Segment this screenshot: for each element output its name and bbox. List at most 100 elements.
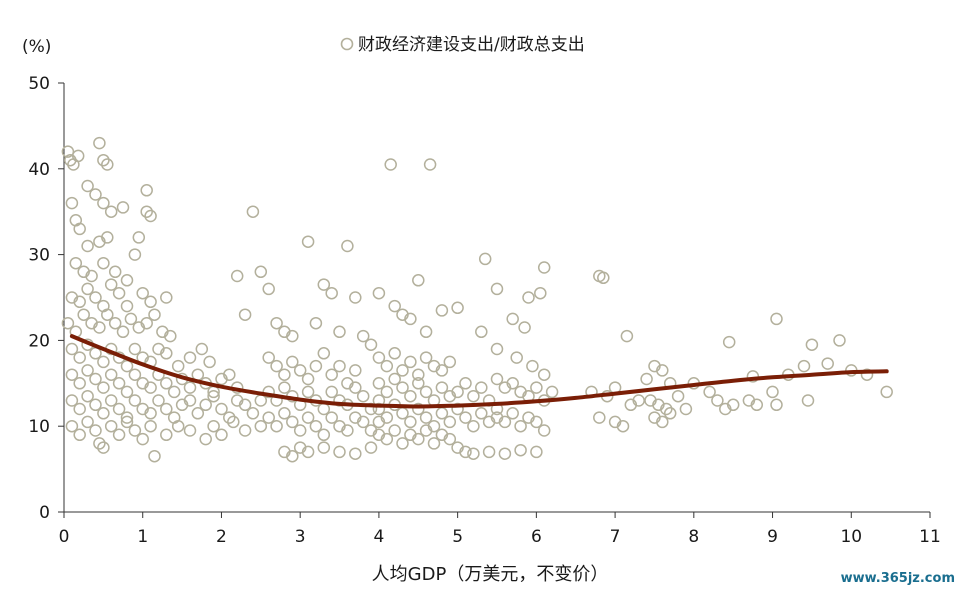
x-tick-label: 11 bbox=[919, 527, 941, 547]
data-point bbox=[805, 338, 819, 351]
data-point bbox=[797, 359, 811, 373]
data-point bbox=[364, 338, 378, 351]
data-point bbox=[490, 282, 504, 296]
data-point bbox=[309, 316, 323, 330]
data-point bbox=[215, 428, 228, 442]
data-point bbox=[750, 398, 764, 412]
data-point bbox=[384, 158, 397, 171]
data-point bbox=[116, 201, 130, 214]
y-unit-label: (%) bbox=[22, 37, 51, 57]
data-point bbox=[227, 415, 240, 429]
x-tick-label: 0 bbox=[59, 527, 70, 547]
data-point bbox=[128, 342, 142, 356]
data-point bbox=[770, 398, 783, 412]
data-point bbox=[97, 441, 110, 454]
data-point bbox=[372, 286, 386, 300]
data-point bbox=[128, 368, 142, 381]
data-point bbox=[93, 136, 106, 150]
data-point bbox=[120, 385, 134, 399]
data-point bbox=[112, 428, 126, 442]
data-point bbox=[262, 351, 275, 364]
data-point bbox=[333, 445, 346, 459]
data-point bbox=[152, 394, 165, 407]
data-point bbox=[746, 370, 760, 383]
data-point bbox=[301, 385, 315, 399]
data-point bbox=[443, 415, 457, 429]
x-tick-label: 10 bbox=[840, 527, 862, 547]
data-point bbox=[112, 286, 126, 300]
data-point bbox=[498, 415, 512, 429]
data-point bbox=[112, 377, 126, 390]
data-point bbox=[81, 364, 94, 377]
data-point bbox=[478, 252, 492, 266]
data-point bbox=[722, 335, 736, 349]
data-point bbox=[73, 295, 86, 309]
data-point bbox=[207, 419, 220, 433]
data-point bbox=[404, 312, 417, 326]
data-point bbox=[325, 286, 338, 300]
data-point bbox=[293, 364, 307, 377]
data-point bbox=[293, 424, 307, 437]
data-point bbox=[726, 398, 740, 412]
data-point bbox=[73, 428, 86, 442]
data-point bbox=[144, 407, 157, 420]
data-point bbox=[120, 299, 134, 313]
data-point bbox=[97, 355, 110, 369]
data-point bbox=[73, 377, 86, 390]
data-point bbox=[467, 447, 480, 460]
data-point bbox=[160, 347, 173, 360]
data-point bbox=[419, 385, 433, 399]
data-point bbox=[183, 424, 197, 437]
data-point bbox=[364, 441, 378, 454]
data-point bbox=[203, 355, 216, 369]
data-point bbox=[526, 359, 539, 373]
x-tick-label: 2 bbox=[216, 527, 227, 547]
data-point bbox=[104, 278, 118, 291]
x-tick-label: 4 bbox=[373, 527, 384, 547]
data-point bbox=[120, 415, 134, 429]
data-point bbox=[108, 316, 122, 330]
data-point bbox=[207, 389, 220, 403]
data-point bbox=[656, 364, 669, 377]
y-tick-label: 10 bbox=[28, 417, 50, 437]
data-point bbox=[65, 419, 79, 433]
data-point bbox=[77, 308, 90, 321]
data-point bbox=[530, 415, 543, 429]
data-point bbox=[195, 342, 209, 356]
scatter-points bbox=[61, 136, 893, 463]
data-point bbox=[160, 428, 173, 442]
data-point bbox=[372, 351, 386, 364]
data-point bbox=[246, 205, 260, 218]
data-point bbox=[301, 445, 315, 459]
data-point bbox=[101, 231, 114, 244]
data-point bbox=[325, 411, 338, 424]
data-point bbox=[104, 205, 118, 218]
data-point bbox=[148, 449, 161, 463]
y-tick-label: 50 bbox=[28, 74, 50, 94]
data-point bbox=[656, 415, 669, 429]
data-point bbox=[412, 368, 425, 381]
data-point bbox=[167, 385, 181, 399]
data-point bbox=[419, 351, 433, 364]
data-point bbox=[286, 355, 299, 369]
data-point bbox=[278, 381, 291, 394]
data-point bbox=[325, 368, 338, 381]
data-point bbox=[880, 385, 893, 399]
y-tick-label: 40 bbox=[28, 160, 50, 180]
y-tick-label: 30 bbox=[28, 246, 50, 266]
data-point bbox=[89, 372, 102, 386]
data-point bbox=[660, 402, 673, 416]
data-point bbox=[435, 364, 449, 377]
data-point bbox=[821, 357, 834, 370]
data-point bbox=[396, 437, 409, 450]
data-point bbox=[333, 325, 346, 339]
data-point bbox=[498, 447, 512, 460]
data-point bbox=[124, 312, 138, 326]
y-tick-label: 20 bbox=[28, 331, 50, 351]
x-axis: 0 1 2 3 4 5 6 7 8 9 10 11 bbox=[59, 512, 941, 547]
data-point bbox=[518, 321, 531, 334]
data-point bbox=[459, 411, 472, 424]
data-point bbox=[451, 385, 464, 399]
data-point bbox=[490, 342, 504, 356]
